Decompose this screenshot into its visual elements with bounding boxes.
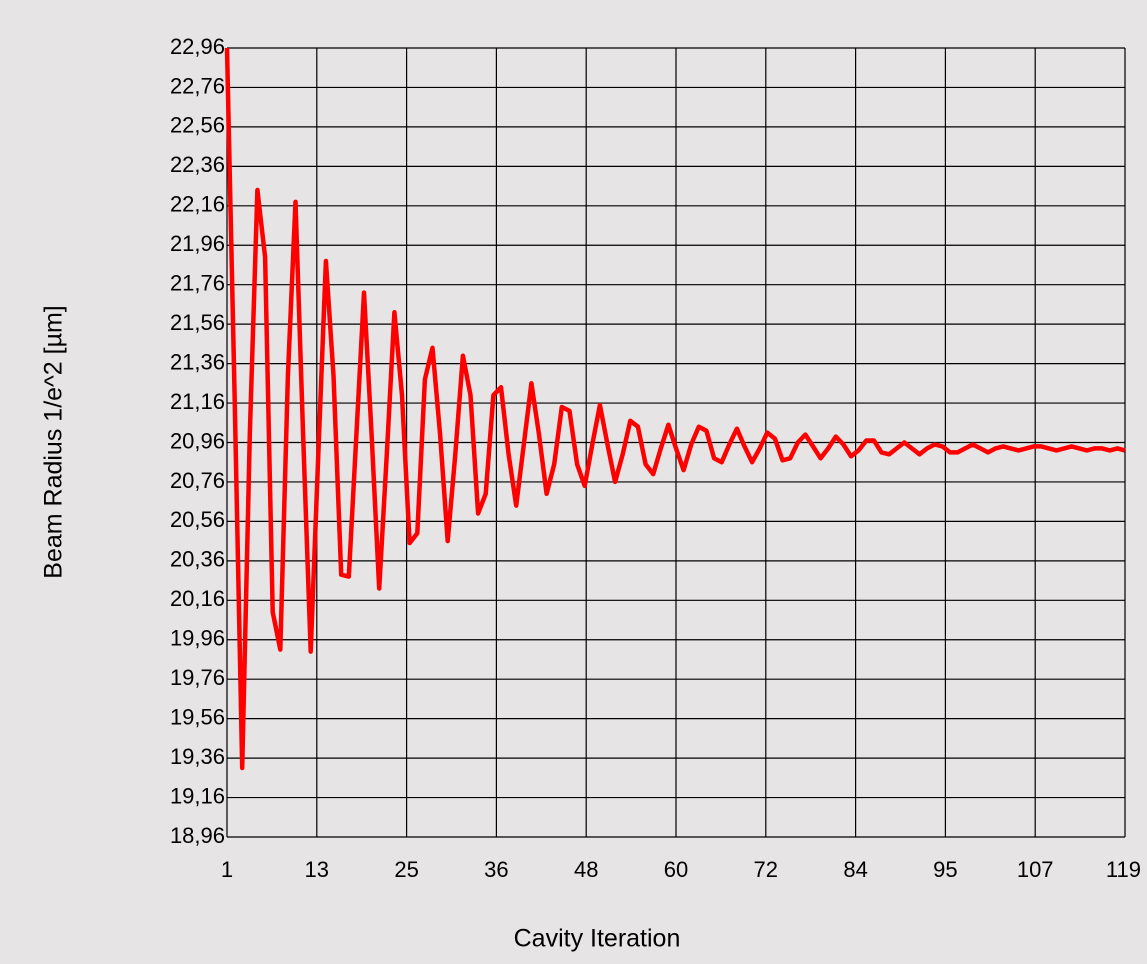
y-tick-label: 20,96 bbox=[170, 428, 225, 453]
y-tick-label: 20,56 bbox=[170, 507, 225, 532]
x-tick-label: 119 bbox=[1106, 857, 1141, 882]
y-tick-label: 22,76 bbox=[170, 73, 225, 98]
x-axis-label: Cavity Iteration bbox=[514, 925, 681, 953]
x-tick-label: 60 bbox=[664, 857, 688, 882]
y-tick-label: 21,96 bbox=[170, 231, 225, 256]
y-tick-label: 19,96 bbox=[170, 626, 225, 651]
y-tick-label: 22,16 bbox=[170, 192, 225, 217]
y-tick-label: 22,56 bbox=[170, 113, 225, 138]
x-tick-label: 13 bbox=[305, 857, 329, 882]
y-tick-label: 20,36 bbox=[170, 547, 225, 572]
x-tick-label: 72 bbox=[754, 857, 778, 882]
x-tick-label: 107 bbox=[1017, 857, 1054, 882]
x-tick-label: 95 bbox=[933, 857, 957, 882]
x-tick-label: 84 bbox=[843, 857, 867, 882]
y-tick-label: 20,16 bbox=[170, 586, 225, 611]
y-tick-label: 22,96 bbox=[170, 34, 225, 59]
y-tick-label: 18,96 bbox=[170, 823, 225, 848]
x-tick-label: 48 bbox=[574, 857, 598, 882]
x-tick-label: 36 bbox=[484, 857, 508, 882]
y-tick-label: 19,36 bbox=[170, 744, 225, 769]
y-tick-label: 19,76 bbox=[170, 665, 225, 690]
y-tick-label: 21,76 bbox=[170, 271, 225, 296]
y-tick-label: 21,56 bbox=[170, 310, 225, 335]
y-tick-label: 21,16 bbox=[170, 389, 225, 414]
x-tick-label: 25 bbox=[394, 857, 418, 882]
data-line bbox=[224, 47, 1126, 771]
y-tick-label: 19,16 bbox=[170, 783, 225, 808]
y-tick-label: 19,56 bbox=[170, 704, 225, 729]
y-axis-label: Beam Radius 1/e^2 [µm] bbox=[40, 305, 68, 578]
x-tick-label: 1 bbox=[221, 857, 233, 882]
y-tick-label: 21,36 bbox=[170, 349, 225, 374]
y-tick-label: 20,76 bbox=[170, 468, 225, 493]
y-tick-label: 22,36 bbox=[170, 152, 225, 177]
